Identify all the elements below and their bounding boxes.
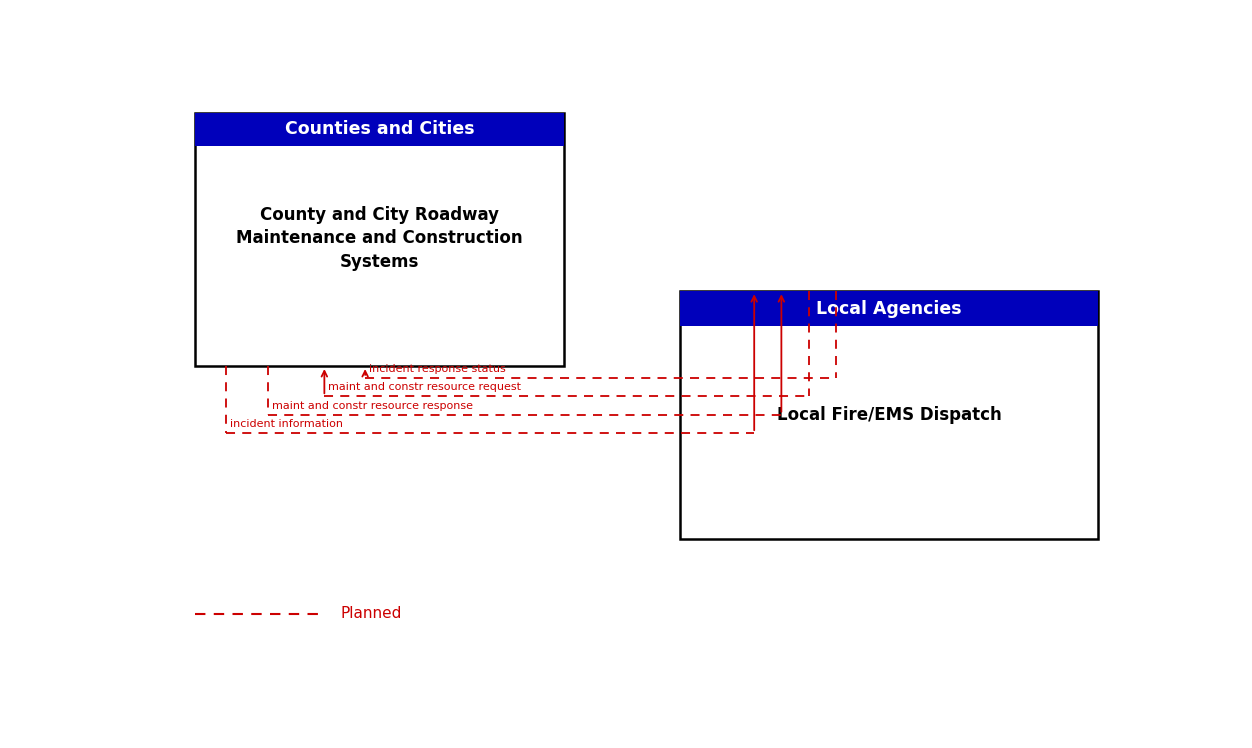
- Text: incident information: incident information: [230, 419, 343, 429]
- Text: maint and constr resource response: maint and constr resource response: [272, 401, 473, 411]
- Bar: [681, 292, 1098, 326]
- Text: Local Fire/EMS Dispatch: Local Fire/EMS Dispatch: [776, 406, 1002, 424]
- Text: incident response status: incident response status: [369, 364, 506, 374]
- Bar: [195, 113, 563, 367]
- Text: maint and constr resource request: maint and constr resource request: [328, 382, 521, 392]
- Text: County and City Roadway
Maintenance and Construction
Systems: County and City Roadway Maintenance and …: [237, 206, 523, 271]
- Bar: [195, 113, 563, 146]
- Text: Counties and Cities: Counties and Cities: [285, 120, 475, 138]
- Bar: [681, 292, 1098, 539]
- Text: Local Agencies: Local Agencies: [816, 300, 962, 318]
- Text: Planned: Planned: [341, 607, 402, 622]
